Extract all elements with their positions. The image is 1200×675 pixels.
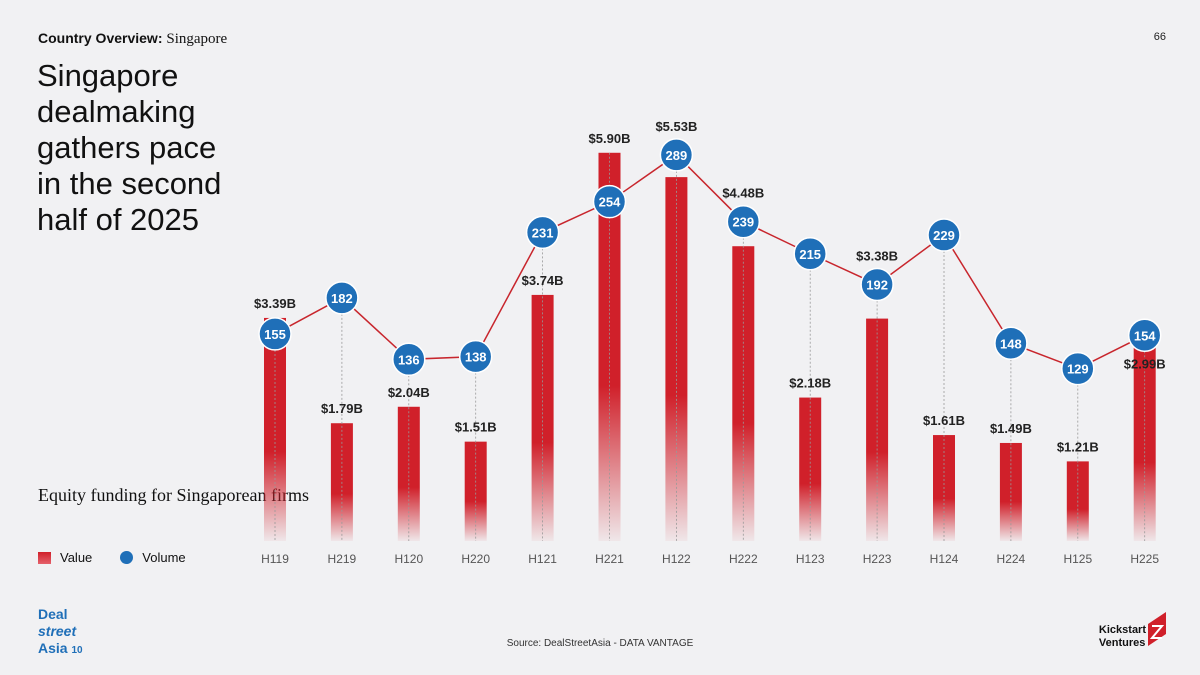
value-data-label: $1.51B [455, 420, 497, 435]
volume-point [726, 204, 761, 239]
value-data-label: $1.21B [1057, 439, 1099, 454]
volume-point [1061, 351, 1095, 386]
value-data-label: $1.49B [990, 421, 1032, 436]
value-data-label: $5.90B [589, 131, 631, 146]
value-data-label: $2.04B [388, 385, 430, 400]
kicker-country: Singapore [166, 31, 228, 47]
volume-data-label: 229 [933, 228, 955, 243]
value-data-label: $3.38B [856, 248, 898, 263]
legend: Value Volume [38, 550, 186, 565]
volume-data-label: 289 [666, 148, 688, 163]
value-bar [598, 152, 621, 541]
x-tick-label: H125 [1063, 552, 1092, 566]
volume-data-label: 192 [866, 277, 888, 292]
section-kicker: Country Overview: Singapore [38, 30, 227, 48]
value-bar [732, 246, 755, 541]
volume-swatch-icon [120, 551, 134, 564]
x-tick-label: H122 [662, 552, 691, 566]
legend-volume: Volume [142, 550, 186, 565]
value-data-label: $5.53B [655, 119, 697, 134]
value-data-label: $3.74B [522, 273, 564, 288]
source-note: Source: DealStreetAsia - DATA VANTAGE [506, 638, 694, 649]
volume-data-label: 136 [398, 352, 420, 367]
volume-point [458, 339, 493, 374]
volume-data-label: 154 [1134, 328, 1156, 343]
volume-point [325, 281, 359, 315]
volume-data-label: 182 [331, 291, 353, 306]
x-tick-label: H224 [997, 552, 1026, 566]
page-title: Singapore dealmaking gathers pace in the… [37, 58, 222, 237]
x-tick-label: H223 [863, 552, 892, 566]
x-tick-label: H222 [729, 552, 758, 566]
page-number: 66 [1153, 31, 1166, 43]
volume-data-label: 129 [1067, 362, 1089, 377]
volume-data-label: 138 [465, 350, 487, 365]
x-tick-label: H220 [461, 552, 490, 566]
kickstart-logo: Kickstart Ventures [1098, 624, 1146, 649]
volume-point [860, 267, 894, 302]
x-tick-label: H124 [930, 552, 959, 566]
value-data-label: $1.61B [923, 413, 965, 428]
volume-data-label: 231 [532, 225, 554, 240]
value-swatch-icon [38, 551, 51, 564]
kickstart-mark-icon [1148, 612, 1166, 646]
value-data-label: $2.18B [789, 376, 831, 391]
x-tick-label: H121 [528, 552, 557, 566]
x-tick-label: H219 [328, 552, 357, 566]
volume-point [592, 184, 627, 219]
volume-point [793, 237, 827, 271]
volume-data-label: 148 [1000, 336, 1022, 351]
chart-subtitle: Equity funding for Singaporean firms [38, 485, 309, 505]
volume-point [525, 215, 560, 250]
value-data-label: $1.79B [321, 401, 363, 416]
kicker-label: Country Overview: [38, 30, 163, 46]
value-data-label: $4.48B [722, 186, 764, 201]
volume-point [392, 342, 426, 377]
value-data-label: $3.39B [254, 296, 296, 311]
volume-point [659, 138, 694, 172]
volume-point [994, 326, 1028, 361]
legend-value: Value [60, 550, 93, 565]
value-data-label: $2.99B [1124, 356, 1166, 371]
volume-point [1127, 318, 1162, 353]
dealstreetasia-logo: Deal street Asia 10 [38, 606, 83, 656]
value-bar [397, 406, 420, 541]
value-bar [264, 317, 286, 541]
value-bar [1133, 344, 1156, 541]
value-bar [464, 441, 487, 541]
x-tick-label: H119 [261, 552, 289, 566]
volume-data-label: 215 [799, 247, 821, 262]
x-tick-label: H225 [1130, 552, 1159, 566]
volume-data-label: 239 [732, 215, 754, 230]
volume-data-label: 254 [599, 195, 621, 210]
value-bar [799, 397, 822, 541]
volume-point [258, 317, 292, 351]
volume-point [927, 218, 961, 252]
x-tick-label: H221 [595, 552, 624, 566]
x-tick-label: H123 [796, 552, 825, 566]
volume-data-label: 155 [264, 327, 286, 342]
x-tick-label: H120 [394, 552, 423, 566]
